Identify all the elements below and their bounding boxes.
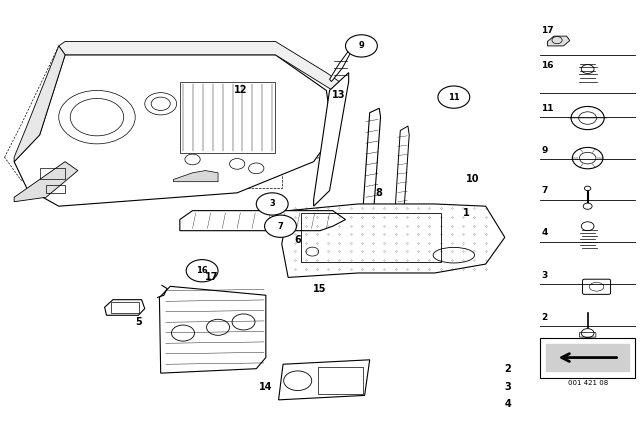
Text: 5: 5 (135, 317, 142, 327)
Polygon shape (278, 360, 370, 400)
Bar (318, 367, 363, 394)
Polygon shape (395, 126, 409, 215)
Polygon shape (159, 286, 266, 373)
Text: 2: 2 (504, 364, 511, 374)
Polygon shape (180, 82, 275, 153)
Text: 17: 17 (205, 272, 218, 282)
Polygon shape (330, 48, 352, 82)
Text: 7: 7 (278, 222, 284, 231)
Polygon shape (314, 73, 349, 206)
Polygon shape (546, 344, 629, 371)
Text: 17: 17 (541, 26, 554, 35)
Circle shape (438, 86, 470, 108)
Circle shape (186, 260, 218, 282)
Text: 2: 2 (541, 313, 547, 322)
Circle shape (256, 193, 288, 215)
Bar (111, 302, 139, 313)
Text: 15: 15 (313, 284, 327, 293)
Text: 3: 3 (504, 382, 511, 392)
Text: 16: 16 (541, 61, 554, 70)
Circle shape (346, 35, 378, 57)
Polygon shape (59, 42, 339, 90)
Circle shape (264, 215, 296, 237)
Polygon shape (104, 300, 145, 315)
Text: 4: 4 (541, 228, 547, 237)
Polygon shape (180, 211, 346, 231)
Polygon shape (14, 46, 65, 162)
Polygon shape (173, 171, 218, 182)
Text: 9: 9 (541, 146, 547, 155)
Bar (40, 168, 65, 180)
Bar (46, 185, 65, 193)
Circle shape (584, 186, 591, 190)
Text: 11: 11 (541, 104, 554, 113)
Text: 9: 9 (358, 41, 364, 51)
Text: 13: 13 (332, 90, 346, 100)
FancyArrowPatch shape (562, 353, 617, 362)
Text: 16: 16 (196, 266, 208, 275)
Text: 8: 8 (375, 188, 382, 198)
Circle shape (583, 203, 592, 209)
Text: 4: 4 (504, 399, 511, 409)
Bar (540, 337, 636, 378)
Bar (301, 213, 441, 262)
Polygon shape (364, 108, 381, 211)
Text: 11: 11 (448, 93, 460, 102)
Text: 7: 7 (541, 186, 547, 195)
Text: 3: 3 (541, 271, 547, 280)
Polygon shape (282, 204, 505, 277)
Polygon shape (14, 55, 333, 206)
Text: 14: 14 (259, 382, 273, 392)
Polygon shape (547, 36, 570, 46)
Circle shape (581, 329, 594, 337)
Text: 10: 10 (466, 174, 480, 185)
Text: 6: 6 (294, 235, 301, 245)
Text: 1: 1 (463, 208, 470, 218)
Text: 12: 12 (234, 86, 247, 95)
Text: 3: 3 (269, 199, 275, 208)
Text: 001 421 08: 001 421 08 (568, 380, 608, 386)
Polygon shape (14, 162, 78, 202)
